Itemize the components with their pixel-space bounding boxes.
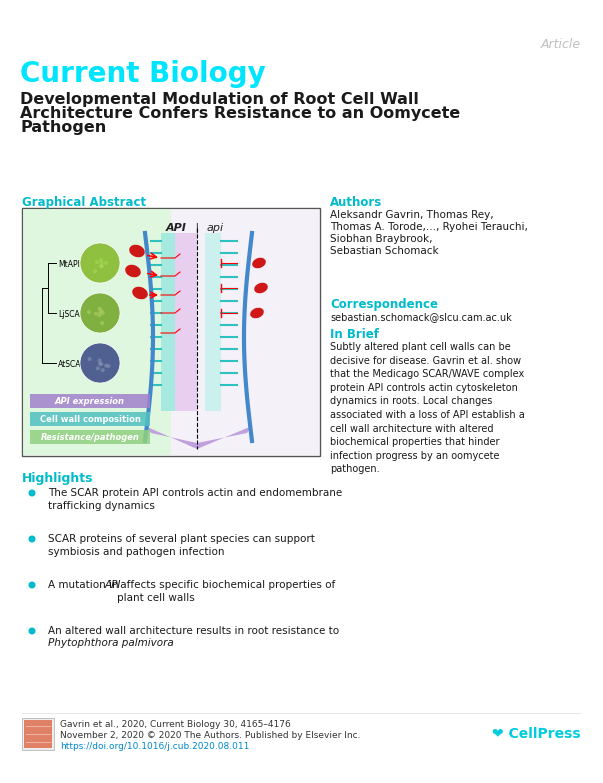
Text: affects specific biochemical properties of
plant cell walls: affects specific biochemical properties …: [117, 580, 335, 603]
Circle shape: [93, 354, 98, 358]
Text: Cell wall composition: Cell wall composition: [40, 414, 140, 424]
Text: MtAPI: MtAPI: [58, 260, 80, 269]
Circle shape: [99, 349, 103, 354]
Circle shape: [89, 306, 93, 310]
Text: Sebastian Schomack: Sebastian Schomack: [330, 246, 438, 256]
Text: In Brief: In Brief: [330, 328, 379, 341]
Text: Article: Article: [541, 38, 581, 51]
Circle shape: [80, 293, 120, 333]
Text: Highlights: Highlights: [22, 472, 93, 485]
Circle shape: [101, 257, 104, 261]
Circle shape: [89, 265, 93, 269]
Text: Current Biology: Current Biology: [20, 60, 266, 88]
FancyBboxPatch shape: [22, 718, 54, 750]
Text: sebastian.schomack@slcu.cam.ac.uk: sebastian.schomack@slcu.cam.ac.uk: [330, 312, 512, 322]
Text: Thomas A. Torode,..., Ryohei Terauchi,: Thomas A. Torode,..., Ryohei Terauchi,: [330, 222, 528, 232]
Text: Graphical Abstract: Graphical Abstract: [22, 196, 146, 209]
Ellipse shape: [254, 283, 268, 294]
Text: Subtly altered plant cell walls can be
decisive for disease. Gavrin et al. show
: Subtly altered plant cell walls can be d…: [330, 342, 525, 474]
Circle shape: [96, 309, 101, 312]
FancyBboxPatch shape: [161, 233, 175, 411]
Circle shape: [100, 264, 104, 268]
Text: |: |: [192, 222, 203, 233]
Circle shape: [97, 358, 101, 362]
Circle shape: [102, 258, 106, 263]
Text: api: api: [207, 223, 224, 233]
Circle shape: [101, 250, 105, 254]
Circle shape: [92, 367, 96, 371]
Circle shape: [91, 312, 95, 317]
Text: API: API: [166, 223, 187, 233]
Text: Authors: Authors: [330, 196, 382, 209]
Circle shape: [28, 627, 36, 634]
FancyBboxPatch shape: [30, 394, 150, 408]
Text: Architecture Confers Resistance to an Oomycete: Architecture Confers Resistance to an Oo…: [20, 106, 460, 121]
FancyBboxPatch shape: [24, 720, 52, 748]
Polygon shape: [145, 426, 252, 449]
Circle shape: [98, 311, 102, 315]
Text: Phytophthora palmivora: Phytophthora palmivora: [48, 638, 174, 648]
Text: API expression: API expression: [55, 396, 125, 406]
Text: An altered wall architecture results in root resistance to: An altered wall architecture results in …: [48, 626, 339, 649]
FancyBboxPatch shape: [175, 233, 197, 411]
Ellipse shape: [250, 308, 264, 318]
Circle shape: [96, 310, 99, 314]
Ellipse shape: [125, 265, 140, 277]
Text: Pathogen: Pathogen: [20, 120, 106, 135]
Text: November 2, 2020 © 2020 The Authors. Published by Elsevier Inc.: November 2, 2020 © 2020 The Authors. Pub…: [60, 731, 361, 740]
FancyBboxPatch shape: [171, 209, 319, 455]
Text: LjSCAR4: LjSCAR4: [58, 310, 90, 319]
Circle shape: [93, 266, 97, 270]
FancyBboxPatch shape: [22, 208, 320, 456]
Text: Siobhan Braybrook,: Siobhan Braybrook,: [330, 234, 432, 244]
Circle shape: [105, 266, 109, 270]
Circle shape: [102, 319, 106, 323]
Circle shape: [98, 261, 102, 265]
Circle shape: [96, 301, 101, 305]
Text: Aleksandr Gavrin, Thomas Rey,: Aleksandr Gavrin, Thomas Rey,: [330, 210, 494, 220]
Circle shape: [94, 355, 98, 359]
Circle shape: [92, 319, 95, 323]
Circle shape: [28, 489, 36, 496]
Text: Resistance/pathogen: Resistance/pathogen: [40, 432, 139, 442]
FancyBboxPatch shape: [30, 430, 150, 444]
Text: ❤ CellPress: ❤ CellPress: [493, 727, 581, 741]
Text: SCAR proteins of several plant species can support
symbiosis and pathogen infect: SCAR proteins of several plant species c…: [48, 534, 315, 557]
Text: Gavrin et al., 2020, Current Biology 30, 4165–4176: Gavrin et al., 2020, Current Biology 30,…: [60, 720, 291, 729]
Text: https://doi.org/10.1016/j.cub.2020.08.011: https://doi.org/10.1016/j.cub.2020.08.01…: [60, 742, 250, 751]
Ellipse shape: [252, 258, 266, 269]
Ellipse shape: [132, 287, 148, 299]
Text: AtSCAR2: AtSCAR2: [58, 360, 92, 369]
Circle shape: [100, 365, 104, 369]
Circle shape: [80, 343, 120, 383]
Text: Correspondence: Correspondence: [330, 298, 438, 311]
Circle shape: [100, 366, 104, 371]
Text: A mutation in: A mutation in: [48, 580, 122, 590]
FancyBboxPatch shape: [205, 233, 221, 411]
Circle shape: [28, 536, 36, 543]
Circle shape: [80, 243, 120, 283]
Text: Developmental Modulation of Root Cell Wall: Developmental Modulation of Root Cell Wa…: [20, 92, 419, 107]
Ellipse shape: [129, 245, 145, 258]
Text: The SCAR protein API controls actin and endomembrane
trafficking dynamics: The SCAR protein API controls actin and …: [48, 488, 343, 511]
Text: API: API: [105, 580, 121, 590]
Circle shape: [28, 582, 36, 589]
Circle shape: [92, 359, 96, 363]
FancyBboxPatch shape: [30, 412, 150, 426]
FancyBboxPatch shape: [23, 209, 171, 455]
